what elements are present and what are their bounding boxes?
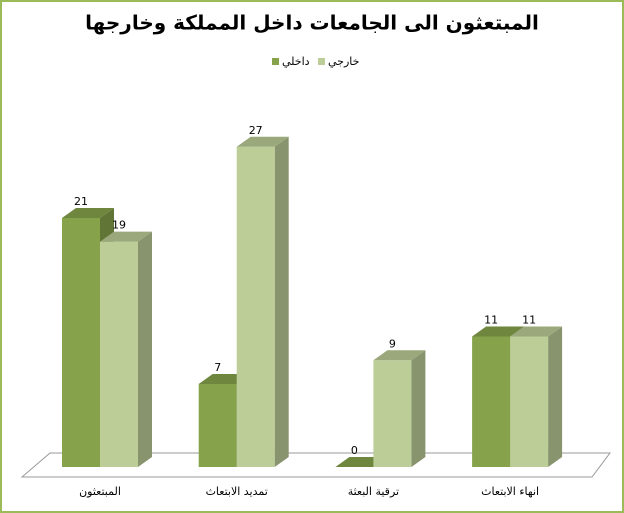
- bar-top: [510, 326, 563, 337]
- bar-front: [373, 360, 412, 467]
- x-tick-label: ترقية البعثة: [348, 485, 399, 498]
- legend-label: خارجي: [328, 55, 359, 68]
- bar-front: [62, 217, 100, 467]
- legend-swatch: [318, 58, 325, 65]
- bar-front: [236, 146, 275, 467]
- data-label: 9: [389, 337, 396, 350]
- chart-title: المبتعثون الى الجامعات داخل المملكة وخار…: [85, 11, 539, 35]
- legend-label: داخلي: [282, 55, 310, 68]
- bar-side: [411, 350, 426, 467]
- floor: [20, 452, 611, 478]
- data-label: 19: [112, 219, 126, 232]
- bar: [373, 350, 426, 467]
- data-label: 0: [351, 444, 358, 457]
- data-label: 21: [74, 195, 88, 208]
- bar-front: [100, 241, 138, 467]
- bar-top: [472, 326, 525, 337]
- bar-side: [138, 231, 152, 467]
- data-label: 11: [522, 314, 536, 327]
- data-label: 7: [214, 361, 221, 374]
- bar-side: [274, 136, 289, 467]
- bar: [510, 326, 563, 467]
- bar-front: [472, 336, 511, 467]
- x-tick-label: المبتعثون: [79, 485, 121, 498]
- data-label: 27: [249, 124, 263, 137]
- x-tick-label: انهاء الابتعاث: [481, 485, 539, 498]
- data-label: 11: [484, 314, 498, 327]
- legend-swatch: [272, 58, 279, 65]
- bar-top: [236, 136, 289, 147]
- bar-front: [198, 383, 237, 467]
- bar-front: [510, 336, 549, 467]
- bar: [236, 136, 289, 467]
- bar-top: [62, 207, 114, 218]
- x-tick-label: تمديد الابتعاث: [206, 485, 268, 498]
- bar-top: [100, 231, 152, 242]
- bar: [100, 231, 152, 467]
- bar-top: [373, 350, 426, 361]
- bar-side: [548, 326, 563, 467]
